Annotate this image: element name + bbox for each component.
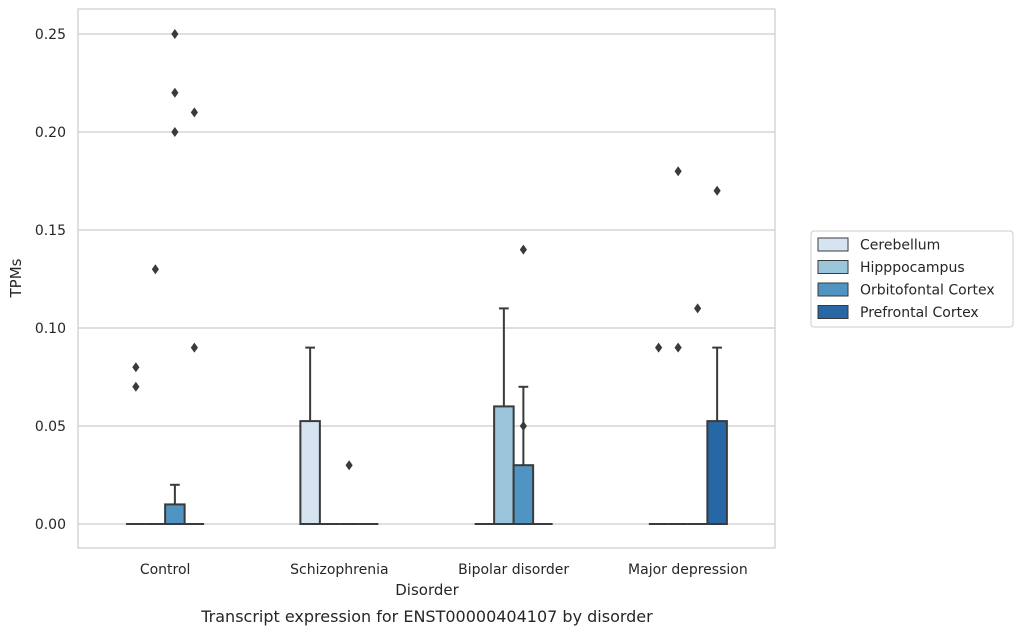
box-cerebellum: [299, 346, 321, 526]
outlier-point: [694, 303, 702, 314]
legend-swatch: [817, 282, 849, 297]
box-orbitofontal-cortex: [164, 29, 186, 525]
legend-item: Orbitofontal Cortex: [817, 282, 995, 299]
outlier-point: [171, 127, 179, 137]
legend-item: Hipppocampus: [817, 260, 965, 276]
y-tick-label: 0.20: [35, 125, 66, 141]
outlier-point: [132, 381, 140, 392]
box-cerebellum: [648, 342, 669, 525]
box-orbitofontal-cortex: [339, 460, 359, 525]
legend-swatch: [817, 305, 849, 319]
y-tick-label: 0.15: [35, 223, 66, 239]
x-tick-label: Major depression: [628, 562, 748, 578]
legend-frame: [810, 230, 1014, 328]
outlier-point: [655, 342, 663, 353]
chart-caption: Transcript expression for ENST0000040410…: [200, 607, 653, 626]
x-axis-ticks: Control Schizophrenia Bipolar disorder Majo…: [140, 562, 748, 578]
y-axis-title: TPMs: [7, 258, 25, 298]
legend-swatch: [817, 260, 849, 274]
box-cerebellum: [126, 362, 146, 525]
y-tick-label: 0.00: [35, 517, 66, 533]
box-body: [706, 420, 728, 526]
legend-label: Orbitofontal Cortex: [860, 283, 995, 299]
outlier-point: [345, 460, 353, 471]
box-hipppocampus: [145, 264, 166, 525]
outlier-point: [151, 264, 159, 275]
outlier-point: [190, 107, 198, 118]
box-orbitofontal-cortex: [687, 303, 708, 525]
box-prefrontal-cortex: [706, 185, 728, 526]
box-body: [512, 464, 535, 526]
outlier-point: [713, 185, 721, 196]
box-body: [493, 405, 515, 525]
legend-label: Prefrontal Cortex: [860, 305, 979, 321]
legend-label: Hipppocampus: [860, 260, 965, 276]
y-axis-ticks: 0.00 0.05 0.10 0.15 0.20 0.25: [35, 27, 66, 533]
legend-label: Cerebellum: [860, 238, 940, 254]
x-tick-label: Control: [140, 562, 191, 578]
gridlines: [78, 33, 775, 525]
legend-item: Prefrontal Cortex: [817, 305, 979, 321]
box-body: [299, 420, 321, 526]
y-tick-label: 0.25: [35, 27, 66, 43]
outlier-point: [674, 342, 682, 353]
box-hipppocampus: [493, 307, 515, 525]
legend-swatch: [817, 237, 849, 252]
outlier-point: [674, 166, 682, 177]
box-series: [126, 29, 728, 526]
outlier-point: [190, 342, 198, 353]
legend-item: Cerebellum: [817, 237, 940, 254]
box-orbitofontal-cortex: [512, 244, 535, 526]
outlier-point: [519, 421, 527, 431]
plot-frame: [77, 8, 776, 549]
outlier-point: [132, 362, 140, 373]
outlier-point: [171, 87, 179, 98]
box-prefrontal-cortex: [184, 107, 205, 525]
y-tick-label: 0.10: [35, 321, 66, 337]
x-tick-label: Bipolar disorder: [458, 562, 569, 578]
y-tick-label: 0.05: [35, 419, 66, 435]
outlier-point: [171, 29, 179, 39]
box-body: [164, 503, 186, 525]
box-hipppocampus: [668, 166, 688, 525]
x-tick-label: Schizophrenia: [290, 562, 388, 578]
outlier-point: [519, 244, 527, 255]
legend: Cerebellum Hipppocampus Orbitofontal Corte…: [810, 230, 1014, 328]
x-axis-title: Disorder: [395, 581, 459, 599]
